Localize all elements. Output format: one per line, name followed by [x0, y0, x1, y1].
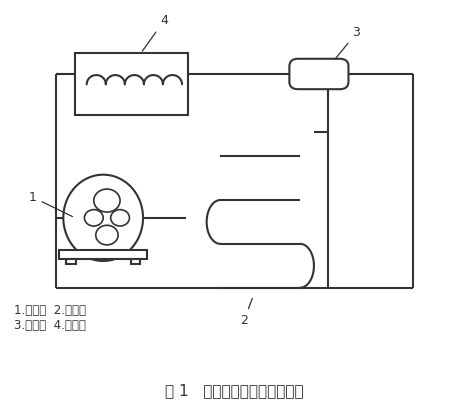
Text: 4: 4	[142, 14, 168, 51]
Text: 3: 3	[335, 26, 360, 60]
Bar	[130, 259, 140, 264]
Bar	[59, 250, 147, 259]
Text: 1.压缩机  2.冷凝器
3.节流阀  4.蒸发器: 1.压缩机 2.冷凝器 3.节流阀 4.蒸发器	[14, 304, 86, 332]
Ellipse shape	[63, 175, 143, 261]
FancyBboxPatch shape	[289, 59, 348, 89]
Circle shape	[111, 210, 129, 226]
Circle shape	[84, 210, 103, 226]
Bar	[75, 53, 188, 115]
Text: 2: 2	[240, 298, 252, 327]
Text: 1: 1	[29, 191, 73, 217]
Circle shape	[96, 225, 118, 245]
Text: 图 1   冰淇淋机制冷系统组成图: 图 1 冰淇淋机制冷系统组成图	[165, 383, 304, 398]
Bar	[67, 259, 76, 264]
Circle shape	[94, 189, 120, 212]
